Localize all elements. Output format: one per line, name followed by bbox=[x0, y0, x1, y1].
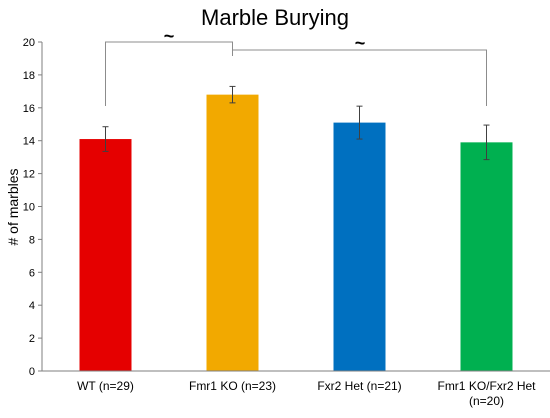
y-tick-label: 10 bbox=[23, 202, 35, 214]
chart-title: Marble Burying bbox=[201, 5, 349, 30]
y-tick-label: 14 bbox=[23, 136, 35, 148]
y-tick-label: 0 bbox=[29, 366, 35, 378]
bar bbox=[79, 139, 132, 371]
bar bbox=[333, 122, 386, 371]
y-tick-label: 6 bbox=[29, 267, 35, 279]
bar bbox=[206, 94, 259, 371]
significance-bracket bbox=[232, 49, 487, 106]
y-tick-label: 12 bbox=[23, 169, 35, 181]
significance-bracket bbox=[105, 41, 233, 106]
x-tick-label: (n=20) bbox=[469, 394, 504, 408]
x-tick-label: Fmr1 KO (n=23) bbox=[189, 379, 276, 393]
x-tick-label: WT (n=29) bbox=[77, 379, 134, 393]
bar bbox=[460, 142, 513, 371]
error-bars bbox=[102, 85, 490, 161]
y-tick-label: 2 bbox=[29, 333, 35, 345]
significance-label: ~ bbox=[164, 26, 175, 46]
y-tick-label: 20 bbox=[23, 37, 35, 49]
x-tick-label: Fxr2 Het (n=21) bbox=[317, 379, 401, 393]
y-tick-label: 18 bbox=[23, 70, 35, 82]
y-tick-label: 16 bbox=[23, 103, 35, 115]
significance-label: ~ bbox=[355, 33, 366, 53]
y-tick-label: 8 bbox=[29, 234, 35, 246]
y-tick-label: 4 bbox=[29, 300, 35, 312]
y-axis: 0 2 4 6 8 10 12 14 16 18 20 bbox=[23, 37, 43, 378]
bars bbox=[79, 94, 513, 371]
x-axis: WT (n=29) Fmr1 KO (n=23) Fxr2 Het (n=21) Fm… bbox=[42, 370, 550, 408]
x-tick-label: Fmr1 KO/Fxr2 Het bbox=[437, 379, 536, 393]
significance-brackets: ~ ~ bbox=[105, 26, 487, 106]
y-axis-label: # of marbles bbox=[5, 168, 21, 245]
